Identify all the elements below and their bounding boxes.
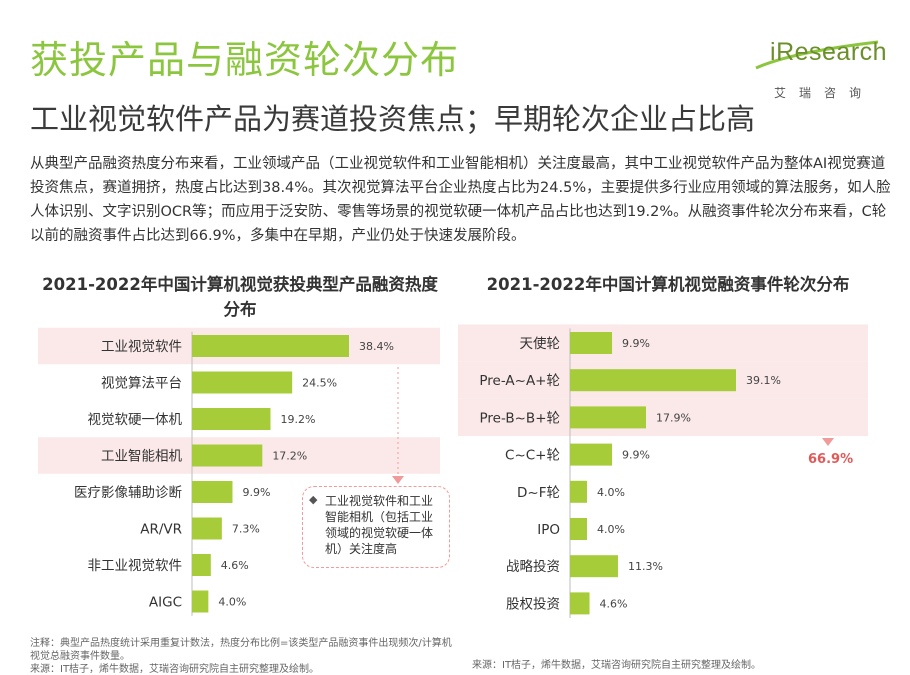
category-label: 工业智能相机 <box>101 449 182 465</box>
value-label: 9.9% <box>622 449 650 462</box>
highlight-band <box>458 324 868 362</box>
diamond-bullet-icon: ◆ <box>309 493 318 506</box>
category-label: 视觉算法平台 <box>101 376 182 392</box>
note-text: 注释：典型产品热度统计采用重复计数法，热度分布比例=该类型产品融资事件出现频次/… <box>30 638 452 662</box>
right-source-text: 来源：IT桔子，烯牛数据，艾瑞咨询研究院自主研究整理及绘制。 <box>472 660 762 671</box>
bar <box>192 408 271 430</box>
left-chart-title: 2021-2022年中国计算机视觉获投典型产品融资热度分布 <box>42 275 438 319</box>
category-label: Pre-B~B+轮 <box>480 410 561 426</box>
callout-pointer-icon <box>392 476 404 484</box>
value-label: 9.9% <box>622 337 650 350</box>
value-label: 39.1% <box>746 374 781 387</box>
bar <box>192 481 233 503</box>
early-round-sum-label: 66.9% <box>808 452 854 467</box>
value-label: 19.2% <box>281 413 316 426</box>
value-label: 17.2% <box>272 450 307 463</box>
bar <box>570 332 613 354</box>
page-subtitle: 工业视觉软件产品为赛道投资焦点；早期轮次企业占比高 <box>30 102 756 136</box>
value-label: 9.9% <box>242 486 270 499</box>
value-label: 24.5% <box>302 377 337 390</box>
category-label: D~F轮 <box>517 485 560 501</box>
bar <box>570 480 587 503</box>
iresearch-logo: iResearch 艾瑞咨询 <box>752 38 902 108</box>
value-label: 7.3% <box>232 523 260 536</box>
category-label: AR/VR <box>140 522 182 538</box>
value-label: 4.0% <box>597 486 625 499</box>
left-footnote: 注释：典型产品热度统计采用重复计数法，热度分布比例=该类型产品融资事件出现频次/… <box>30 637 460 675</box>
value-label: 4.6% <box>221 559 249 572</box>
category-label: IPO <box>537 522 560 538</box>
category-label: 医疗影像辅助诊断 <box>74 485 182 501</box>
value-label: 11.3% <box>628 560 663 573</box>
bar <box>570 592 590 615</box>
intro-paragraph: 从典型产品融资热度分布来看，工业领域产品（工业视觉软件和工业智能相机）关注度最高… <box>30 156 891 244</box>
category-label: AIGC <box>149 595 182 611</box>
category-label: 视觉软硬一体机 <box>88 412 183 428</box>
category-label: C~C+轮 <box>505 448 560 464</box>
bar <box>192 444 263 467</box>
left-source-text: 来源：IT桔子，烯牛数据，艾瑞咨询研究院自主研究整理及绘制。 <box>30 664 320 675</box>
logo-cn-text: 艾瑞咨询 <box>774 86 875 100</box>
bar <box>192 371 293 394</box>
left-chart-callout: ◆ 工业视觉软件和工业智能相机（包括工业领域的视觉软硬一体机）关注度高 <box>302 486 450 568</box>
logo-swoosh-icon <box>755 40 879 70</box>
callout-text: 工业视觉软件和工业智能相机（包括工业领域的视觉软硬一体机）关注度高 <box>325 494 434 556</box>
sum-pointer-icon <box>822 438 834 446</box>
value-label: 4.0% <box>218 596 246 609</box>
category-label: 天使轮 <box>520 335 561 352</box>
bar <box>192 554 211 576</box>
category-label: 工业视觉软件 <box>101 339 182 355</box>
bar <box>570 369 736 392</box>
bar <box>192 590 209 613</box>
category-label: 非工业视觉软件 <box>88 558 183 574</box>
bar <box>570 518 587 540</box>
value-label: 38.4% <box>359 340 394 353</box>
bar <box>570 555 618 578</box>
bar <box>570 443 613 466</box>
category-label: 股权投资 <box>506 595 560 612</box>
right-chart-title: 2021-2022年中国计算机视觉融资事件轮次分布 <box>486 275 850 294</box>
category-label: 战略投资 <box>506 559 560 575</box>
value-label: 4.0% <box>597 523 625 536</box>
category-label: Pre-A~A+轮 <box>479 373 560 389</box>
bar <box>192 517 222 540</box>
value-label: 4.6% <box>600 597 628 610</box>
bar <box>192 335 349 357</box>
logo-wordmark: iResearch <box>770 38 888 66</box>
page-title: 获投产品与融资轮次分布 <box>30 38 460 82</box>
value-label: 17.9% <box>656 411 691 424</box>
bar <box>570 406 646 429</box>
highlight-band <box>458 398 868 436</box>
